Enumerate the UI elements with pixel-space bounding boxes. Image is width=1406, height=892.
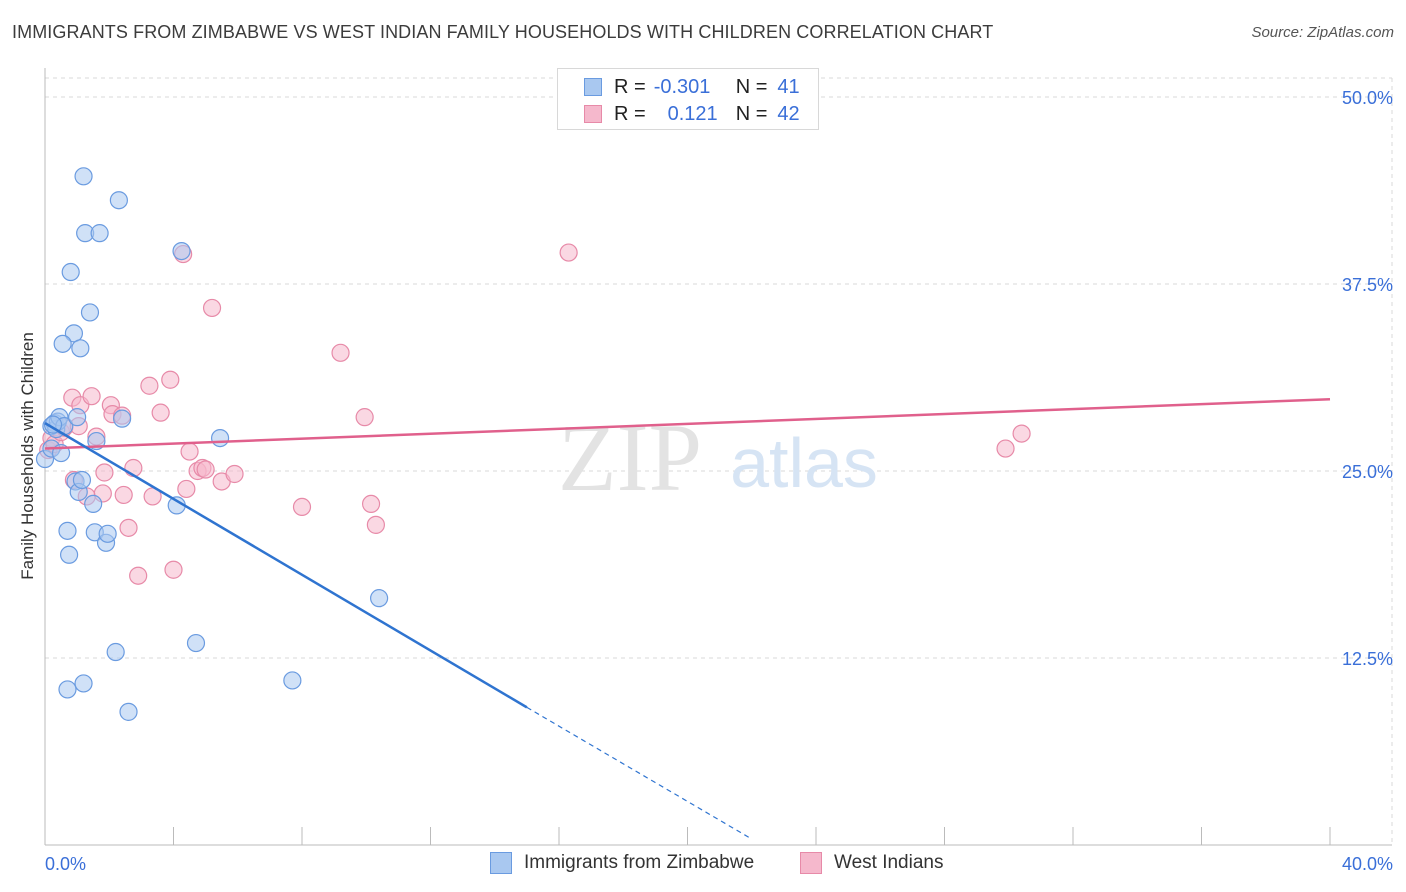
west-indians-point (996, 439, 1015, 458)
west-indians-point (161, 370, 180, 389)
west-indians-point (114, 485, 133, 505)
r-value: 0.121 (667, 102, 718, 125)
blue-swatch-icon (490, 852, 512, 874)
legend-row-west-indians: R = 0.121 N = 42 (584, 102, 800, 126)
west-indians-point (196, 460, 215, 479)
zimbabwe-point (283, 671, 302, 690)
y-tick-label: 37.5% (1342, 275, 1393, 295)
pink-swatch-icon (584, 105, 602, 123)
west-indians-point (164, 560, 183, 579)
west-indians-point (82, 387, 101, 406)
axes (44, 68, 1392, 846)
zimbabwe-point (98, 524, 117, 543)
west-indians-point (225, 464, 244, 484)
r-label: R = (614, 75, 646, 98)
west-indians-point (355, 408, 374, 427)
zimbabwe-point (53, 334, 72, 353)
y-axis-label: Family Households with Children (18, 332, 37, 580)
zimbabwe-point (84, 494, 103, 514)
west-indians-point (180, 442, 199, 461)
blue-swatch-icon (584, 78, 602, 96)
west-indians-point (119, 518, 138, 537)
zimbabwe-point (106, 642, 125, 662)
zimbabwe-point (72, 470, 92, 490)
legend-label-west-indians: West Indians (834, 852, 944, 873)
x-tick-labels: 0.0% 40.0% (45, 854, 1393, 874)
zimbabwe-point (109, 191, 128, 210)
west-indians-trend-line (44, 397, 1331, 450)
source-label: Source: ZipAtlas.com (1251, 24, 1394, 41)
legend-item-zimbabwe: Immigrants from Zimbabwe (490, 852, 754, 874)
west-indians-point (202, 298, 222, 318)
zimbabwe-point (74, 167, 93, 186)
chart-title: IMMIGRANTS FROM ZIMBABWE VS WEST INDIAN … (12, 22, 994, 42)
zimbabwe-point (64, 324, 84, 343)
west-indians-point (559, 243, 578, 262)
zimbabwe-point (186, 633, 206, 653)
west-indians-point (177, 479, 196, 499)
zimbabwe-trend-extension (526, 706, 753, 840)
legend-label-zimbabwe: Immigrants from Zimbabwe (524, 852, 755, 873)
n-value: 41 (777, 75, 800, 98)
west-indians-points (39, 243, 1031, 585)
west-indians-point (361, 494, 381, 514)
zimbabwe-point (80, 303, 100, 322)
legend-row-zimbabwe: R = -0.301 N = 41 (584, 75, 800, 99)
r-value: -0.301 (653, 75, 711, 98)
west-indians-point (129, 566, 148, 585)
west-indians-point (140, 376, 159, 395)
zimbabwe-point (119, 702, 138, 721)
west-indians-point (366, 515, 385, 534)
zimbabwe-point (58, 521, 77, 540)
watermark-atlas: atlas (730, 424, 878, 502)
zimbabwe-point (370, 589, 389, 608)
legend-item-west-indians: West Indians (800, 852, 943, 874)
trend-lines (44, 397, 1331, 840)
n-label: N = (735, 102, 768, 125)
zimbabwe-point (210, 428, 230, 448)
zimbabwe-point (58, 680, 77, 699)
y-tick-label: 50.0% (1342, 88, 1393, 108)
x-tick-label: 40.0% (1342, 854, 1393, 874)
y-tick-label: 12.5% (1342, 649, 1393, 669)
west-indians-point (292, 497, 312, 517)
west-indians-point (151, 403, 170, 422)
zimbabwe-point (71, 339, 90, 358)
r-label: R = (614, 102, 646, 125)
zimbabwe-point (74, 674, 93, 693)
zimbabwe-point (68, 408, 87, 427)
y-tick-labels: 12.5% 25.0% 37.5% 50.0% (1342, 88, 1393, 669)
watermark-zip: ZIP (558, 404, 702, 511)
west-indians-point (1012, 424, 1031, 443)
n-label: N = (735, 75, 768, 98)
west-indians-point (95, 463, 114, 482)
y-tick-label: 25.0% (1342, 462, 1393, 482)
zimbabwe-point (90, 224, 109, 243)
zimbabwe-point (172, 241, 191, 261)
x-tick-label: 0.0% (45, 854, 86, 874)
correlation-legend: R = -0.301 N = 41 R = 0.121 N = 42 (557, 68, 819, 130)
watermark: ZIP atlas (558, 404, 878, 511)
zimbabwe-point (61, 262, 80, 282)
pink-swatch-icon (800, 852, 822, 874)
zimbabwe-points (35, 167, 389, 721)
gridlines (45, 77, 1393, 845)
west-indians-point (331, 343, 350, 362)
zimbabwe-point (112, 409, 132, 428)
zimbabwe-point (59, 545, 79, 564)
zimbabwe-trend-line (44, 422, 528, 709)
zimbabwe-point (43, 415, 63, 434)
n-value: 42 (777, 102, 800, 125)
